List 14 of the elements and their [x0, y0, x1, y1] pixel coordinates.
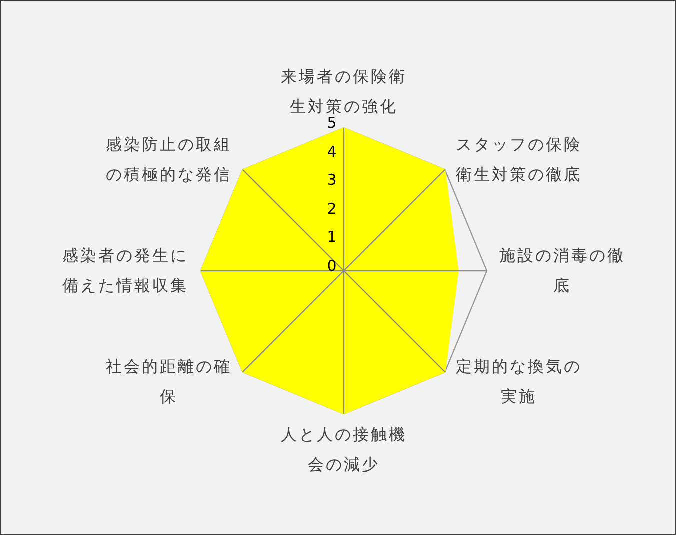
spoke-label: 定期的な換気の実施: [455, 356, 584, 408]
spoke-label: スタッフの保険衛生対策の徹底: [455, 134, 584, 186]
y-tick-label: 0: [326, 257, 338, 275]
spoke-label: 人と人の接触機会の減少: [280, 424, 408, 476]
y-tick-label: 4: [326, 142, 338, 161]
spoke-label: 感染防止の取組の積極的な発信: [104, 134, 233, 186]
spoke-label: 来場者の保険衛生対策の強化: [280, 66, 408, 117]
y-tick-label: 1: [326, 228, 338, 246]
y-tick-label: 3: [326, 171, 338, 190]
spoke-label: 社会的距離の確保: [104, 356, 233, 408]
y-tick-label: 5: [326, 114, 338, 132]
spoke-label: 感染者の発生に備えた情報収集: [61, 245, 190, 297]
y-tick-label: 2: [326, 200, 338, 218]
spoke-label: 施設の消毒の徹底: [498, 245, 627, 297]
